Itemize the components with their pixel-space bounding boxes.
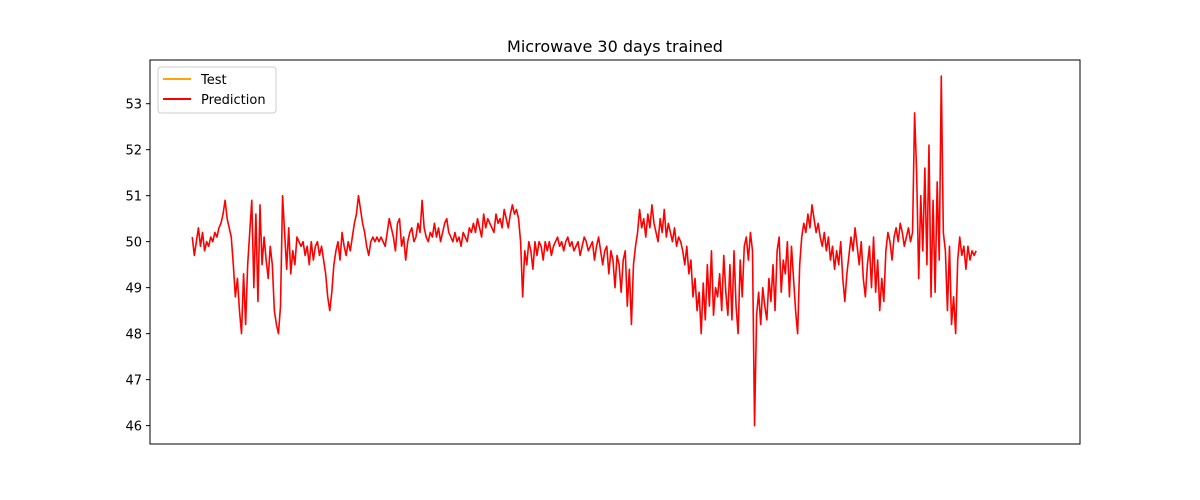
y-tick-label-53: 53 bbox=[125, 98, 142, 113]
y-tick-label-47: 47 bbox=[125, 374, 142, 389]
y-tick-label-49: 49 bbox=[125, 282, 142, 297]
y-tick-label-51: 51 bbox=[125, 190, 142, 205]
y-tick-label-52: 52 bbox=[125, 144, 142, 159]
legend-label-test: Test bbox=[200, 73, 227, 88]
y-tick-label-46: 46 bbox=[125, 420, 142, 435]
y-tick-label-48: 48 bbox=[125, 328, 142, 343]
y-tick-label-50: 50 bbox=[125, 236, 142, 251]
y-axis: 46 47 48 49 50 51 52 53 bbox=[125, 98, 150, 435]
series-layer bbox=[191, 75, 977, 427]
legend-label-prediction: Prediction bbox=[201, 93, 266, 108]
chart-title: Microwave 30 days trained bbox=[507, 37, 723, 56]
plot-frame bbox=[149, 59, 1081, 445]
plot-area bbox=[149, 59, 1081, 445]
series-line-prediction bbox=[191, 75, 977, 427]
legend: Test Prediction bbox=[157, 66, 277, 114]
